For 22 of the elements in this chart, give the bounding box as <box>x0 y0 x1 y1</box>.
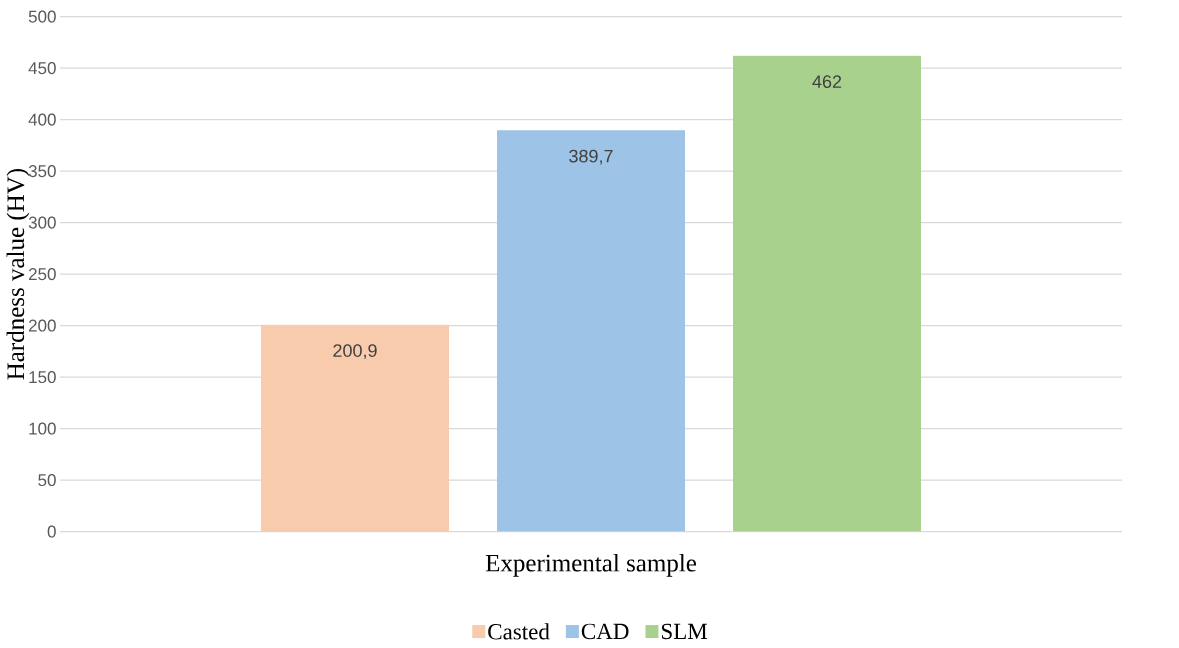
y-tick-label: 300 <box>28 216 56 229</box>
bar <box>497 130 685 532</box>
bar <box>261 324 449 532</box>
y-tick-label: 0 <box>47 525 56 538</box>
data-label: 462 <box>812 75 842 89</box>
y-tick-label: 100 <box>29 422 56 435</box>
y-tick-label: 200 <box>28 319 56 332</box>
y-tick-label: 250 <box>28 268 56 281</box>
y-axis-title: Hardness value (HV) <box>6 168 30 380</box>
y-tick-label: 50 <box>38 474 56 487</box>
legend-label: CAD <box>581 623 629 640</box>
y-tick-label: 500 <box>28 10 56 23</box>
y-tick-label: 450 <box>28 62 56 75</box>
bar <box>732 55 921 532</box>
legend-label: SLM <box>661 623 708 640</box>
legend-label: Casted <box>488 623 550 640</box>
data-label: 389,7 <box>569 149 613 165</box>
y-tick-label: 350 <box>28 165 56 178</box>
y-tick-label: 400 <box>28 113 56 126</box>
data-label: 200,9 <box>333 344 377 360</box>
x-axis-title: Experimental sample <box>485 554 697 577</box>
y-tick-label: 150 <box>29 371 56 384</box>
